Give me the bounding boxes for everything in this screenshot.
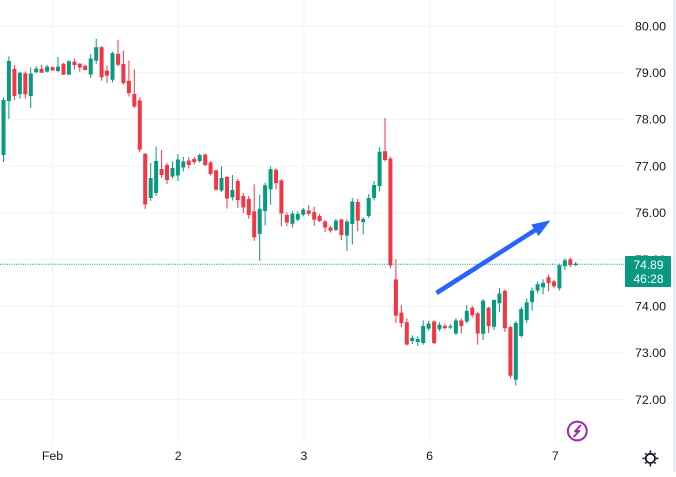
svg-text:79.00: 79.00 <box>635 66 666 80</box>
svg-text:73.00: 73.00 <box>635 346 666 360</box>
svg-text:Feb: Feb <box>42 449 63 463</box>
svg-text:7: 7 <box>552 449 559 463</box>
svg-text:74.89: 74.89 <box>633 258 663 272</box>
svg-text:77.00: 77.00 <box>635 159 666 173</box>
svg-text:6: 6 <box>426 449 433 463</box>
svg-text:80.00: 80.00 <box>635 19 666 33</box>
svg-text:2: 2 <box>175 449 182 463</box>
svg-text:78.00: 78.00 <box>635 113 666 127</box>
svg-text:3: 3 <box>300 449 307 463</box>
svg-text:72.00: 72.00 <box>635 393 666 407</box>
svg-text:76.00: 76.00 <box>635 206 666 220</box>
svg-text:74.00: 74.00 <box>635 300 666 314</box>
svg-text:46:28: 46:28 <box>633 272 663 286</box>
